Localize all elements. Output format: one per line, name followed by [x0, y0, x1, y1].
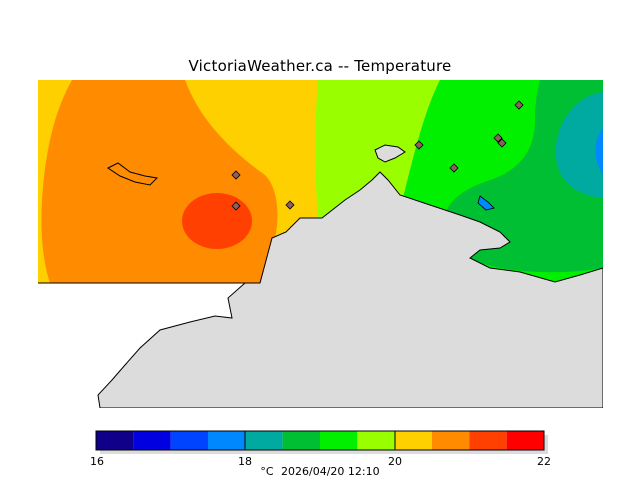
color-scale-swatch [170, 431, 208, 450]
color-scale-swatch [96, 431, 134, 450]
station-marker [285, 200, 295, 210]
color-scale-bar [95, 430, 548, 454]
unit-label: °C [260, 465, 274, 478]
field-yellow-west [38, 80, 72, 283]
color-scale-swatch [432, 431, 470, 450]
weather-stations [231, 100, 524, 211]
field-teal [555, 92, 603, 198]
land-mass [38, 171, 603, 408]
color-scale-frame [95, 430, 545, 451]
map-title: VictoriaWeather.ca -- Temperature [188, 57, 452, 75]
color-scale-swatch [208, 431, 246, 450]
color-scale-swatch [245, 431, 283, 450]
scale-label-16: 16 [90, 455, 104, 468]
color-scale-swatch [394, 431, 432, 450]
scale-label-20: 20 [388, 455, 402, 468]
color-scale-swatch [282, 431, 320, 450]
color-scale-swatch [133, 431, 171, 450]
station-marker [414, 140, 424, 150]
color-scale-swatch [469, 431, 507, 450]
scale-label-18: 18 [238, 455, 252, 468]
inlet [477, 195, 495, 211]
station-marker [449, 163, 459, 173]
color-scale-swatch [357, 431, 395, 450]
colorbar-footer: °C 2026/04/20 12:10 [0, 465, 640, 478]
timestamp: 2026/04/20 12:10 [281, 465, 380, 478]
lake-outline [107, 162, 159, 186]
scale-label-22: 22 [537, 455, 551, 468]
station-marker [493, 133, 503, 143]
island [374, 144, 406, 163]
station-marker [231, 170, 241, 180]
field-red-orange [182, 193, 252, 249]
color-scale-swatch [506, 431, 544, 450]
station-marker [231, 201, 241, 211]
station-marker [497, 138, 507, 148]
field-blue [595, 128, 603, 174]
color-scale-swatch [320, 431, 358, 450]
station-marker [514, 100, 524, 110]
